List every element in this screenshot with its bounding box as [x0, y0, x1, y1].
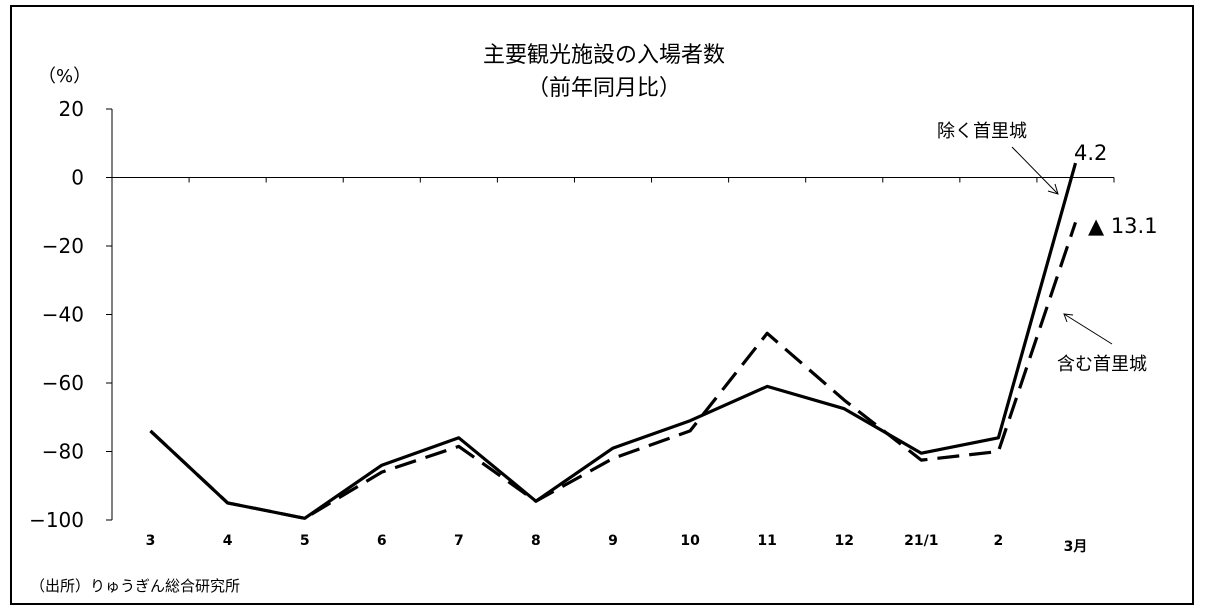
arrow-incl-shuri [1063, 313, 1113, 345]
series-line-incl-shuri [149, 221, 1078, 520]
x-tick-label: 7 [454, 533, 464, 549]
value-label-dashed-last: ▲ 13.1 [1088, 214, 1158, 238]
x-tick-label: 8 [531, 533, 541, 549]
arrowhead-excl-shuri [1047, 183, 1059, 195]
x-tick-label: 2 [994, 533, 1004, 549]
x-tick-label: 21/1 [904, 533, 938, 549]
x-tick-label: 11 [757, 533, 776, 549]
legend-label-incl-shuri: 含む首里城 [1057, 354, 1147, 375]
x-tick-label: 3月 [1064, 539, 1088, 555]
x-tick-label: 10 [680, 533, 700, 549]
y-tick-label: −100 [29, 508, 84, 532]
x-tick-label: 6 [377, 533, 387, 549]
y-tick-labels: 20 0 −20 −40 −60 −80 −100 [29, 97, 84, 532]
x-tick-label: 9 [608, 533, 618, 549]
y-tick-label: 0 [71, 166, 84, 190]
arrowhead-incl-shuri [1063, 313, 1074, 323]
arrow-excl-shuri [1011, 146, 1059, 195]
legend-label-excl-shuri: 除く首里城 [937, 121, 1027, 142]
x-tick-label: 5 [300, 533, 310, 549]
x-tick-label: 12 [834, 533, 853, 549]
axes [106, 108, 1115, 521]
line-chart: 主要観光施設の入場者数 （前年同月比） （%） 20 0 −20 −40 −60 −80 −… [29, 43, 1158, 595]
x-tick-label: 3 [146, 533, 156, 549]
y-tick-label: −80 [42, 440, 84, 464]
y-tick-label: −60 [42, 371, 84, 395]
y-axis-unit: （%） [38, 66, 91, 87]
series-line-excl-shuri [149, 162, 1078, 520]
series-lines [149, 162, 1078, 520]
source-note: （出所）りゅうぎん総合研究所 [30, 577, 240, 595]
x-tick-label: 4 [223, 533, 233, 549]
chart-frame: 主要観光施設の入場者数 （前年同月比） （%） 20 0 −20 −40 −60 −80 −… [10, 5, 1194, 605]
chart-title: 主要観光施設の入場者数 [483, 43, 725, 68]
chart-subtitle: （前年同月比） [527, 76, 681, 101]
x-tick-labels: 3 4 5 6 7 8 9 10 11 12 21/1 2 3月 [146, 533, 1088, 555]
y-tick-label: −20 [42, 234, 84, 258]
value-label-solid-last: 4.2 [1074, 141, 1107, 165]
y-tick-label: −40 [42, 303, 84, 327]
y-tick-label: 20 [59, 97, 84, 121]
